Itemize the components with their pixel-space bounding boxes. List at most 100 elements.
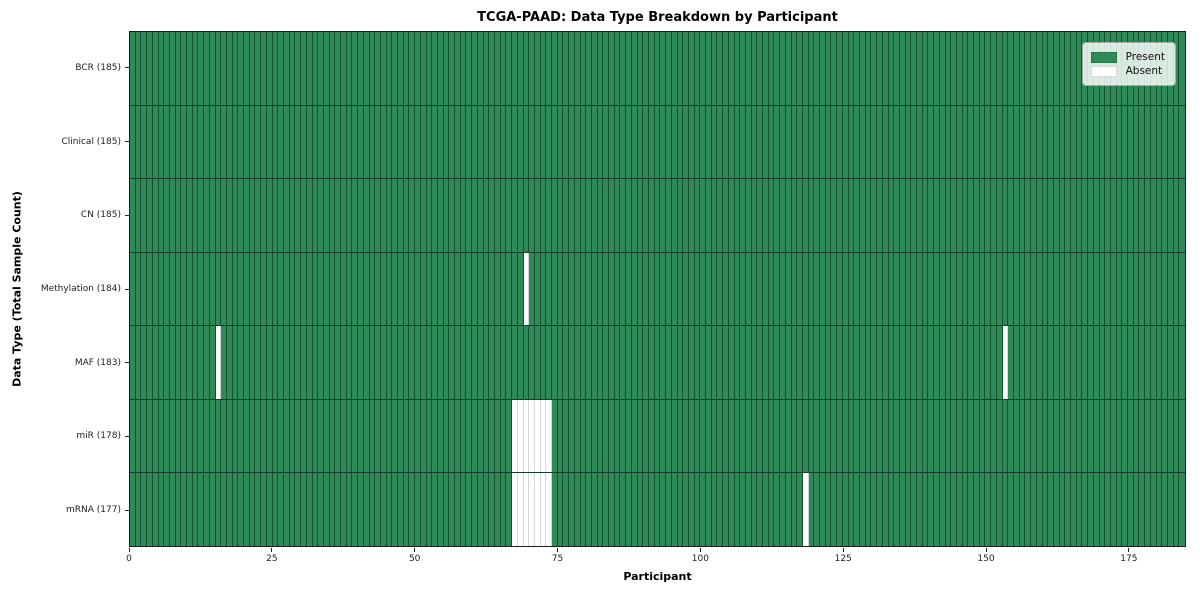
present-cell xyxy=(1076,179,1083,252)
present-cell xyxy=(711,326,718,399)
present-cell xyxy=(135,252,142,326)
present-cell xyxy=(671,326,678,399)
present-cell xyxy=(175,179,182,252)
present-cell xyxy=(517,32,524,105)
absent-cell xyxy=(534,399,541,473)
present-cell xyxy=(261,399,267,473)
present-cell xyxy=(130,473,136,547)
present-cell xyxy=(534,32,541,105)
present-cell xyxy=(580,473,587,547)
present-cell xyxy=(820,473,826,547)
present-cell xyxy=(694,326,701,399)
present-cell xyxy=(1082,105,1089,179)
legend-swatch-icon xyxy=(1090,65,1117,77)
present-cell xyxy=(677,179,684,252)
present-cell xyxy=(437,179,444,252)
present-cell xyxy=(380,32,387,105)
legend-entry: Absent xyxy=(1090,65,1165,77)
present-cell xyxy=(706,326,712,399)
present-cell xyxy=(620,473,627,547)
present-cell xyxy=(979,326,986,399)
present-cell xyxy=(215,473,222,547)
present-cell xyxy=(437,32,444,105)
present-cell xyxy=(745,105,752,179)
present-cell xyxy=(386,179,393,252)
present-cell xyxy=(192,32,199,105)
present-cell xyxy=(968,252,975,326)
present-cell xyxy=(466,326,473,399)
present-cell xyxy=(757,32,764,105)
present-cell xyxy=(825,105,832,179)
present-cell xyxy=(848,326,855,399)
present-cell xyxy=(215,179,222,252)
present-cell xyxy=(574,32,581,105)
present-cell xyxy=(1013,326,1020,399)
present-cell xyxy=(1093,252,1100,326)
present-cell xyxy=(409,326,416,399)
present-cell xyxy=(717,326,724,399)
present-cell xyxy=(209,399,216,473)
present-cell xyxy=(472,252,478,326)
present-cell xyxy=(1082,473,1089,547)
present-cell xyxy=(187,105,193,179)
present-cell xyxy=(837,326,843,399)
present-cell xyxy=(238,252,245,326)
present-cell xyxy=(455,326,461,399)
present-cell xyxy=(974,473,980,547)
present-cell xyxy=(888,399,895,473)
present-cell xyxy=(449,473,456,547)
present-cell xyxy=(1008,32,1014,105)
legend-label: Absent xyxy=(1125,65,1163,77)
present-cell xyxy=(609,32,615,105)
present-cell xyxy=(1065,399,1072,473)
present-cell xyxy=(603,105,610,179)
present-cell xyxy=(437,399,444,473)
present-cell xyxy=(272,32,279,105)
present-cell xyxy=(209,252,216,326)
present-cell xyxy=(426,326,433,399)
present-cell xyxy=(694,105,701,179)
present-cell xyxy=(860,326,866,399)
present-cell xyxy=(192,252,199,326)
present-cell xyxy=(882,326,889,399)
present-cell xyxy=(1042,105,1049,179)
present-cell xyxy=(329,105,336,179)
present-cell xyxy=(631,32,638,105)
present-cell xyxy=(991,252,997,326)
present-cell xyxy=(939,252,946,326)
present-cell xyxy=(272,399,279,473)
present-cell xyxy=(723,179,729,252)
present-cell xyxy=(472,179,478,252)
present-cell xyxy=(654,105,661,179)
plot-area: Present Absent xyxy=(129,31,1186,547)
absent-cell xyxy=(523,473,530,547)
present-cell xyxy=(1105,326,1111,399)
present-cell xyxy=(580,326,587,399)
present-cell xyxy=(380,252,387,326)
present-cell xyxy=(135,473,142,547)
present-cell xyxy=(1099,399,1106,473)
present-cell xyxy=(574,326,581,399)
present-cell xyxy=(1013,473,1020,547)
x-tick-mark xyxy=(128,548,130,552)
present-cell xyxy=(449,105,456,179)
present-cell xyxy=(962,32,969,105)
present-cell xyxy=(1122,105,1129,179)
present-cell xyxy=(289,32,296,105)
present-cell xyxy=(905,473,912,547)
present-cell xyxy=(865,252,872,326)
present-cell xyxy=(1048,326,1054,399)
present-cell xyxy=(626,473,632,547)
present-cell xyxy=(346,179,353,252)
present-cell xyxy=(911,473,918,547)
present-cell xyxy=(609,179,615,252)
y-tick-mark xyxy=(125,141,129,143)
present-cell xyxy=(420,326,427,399)
present-cell xyxy=(289,105,296,179)
present-cell xyxy=(278,326,284,399)
present-cell xyxy=(375,32,381,105)
present-cell xyxy=(295,252,302,326)
present-cell xyxy=(831,399,838,473)
present-cell xyxy=(323,32,330,105)
present-cell xyxy=(209,326,216,399)
